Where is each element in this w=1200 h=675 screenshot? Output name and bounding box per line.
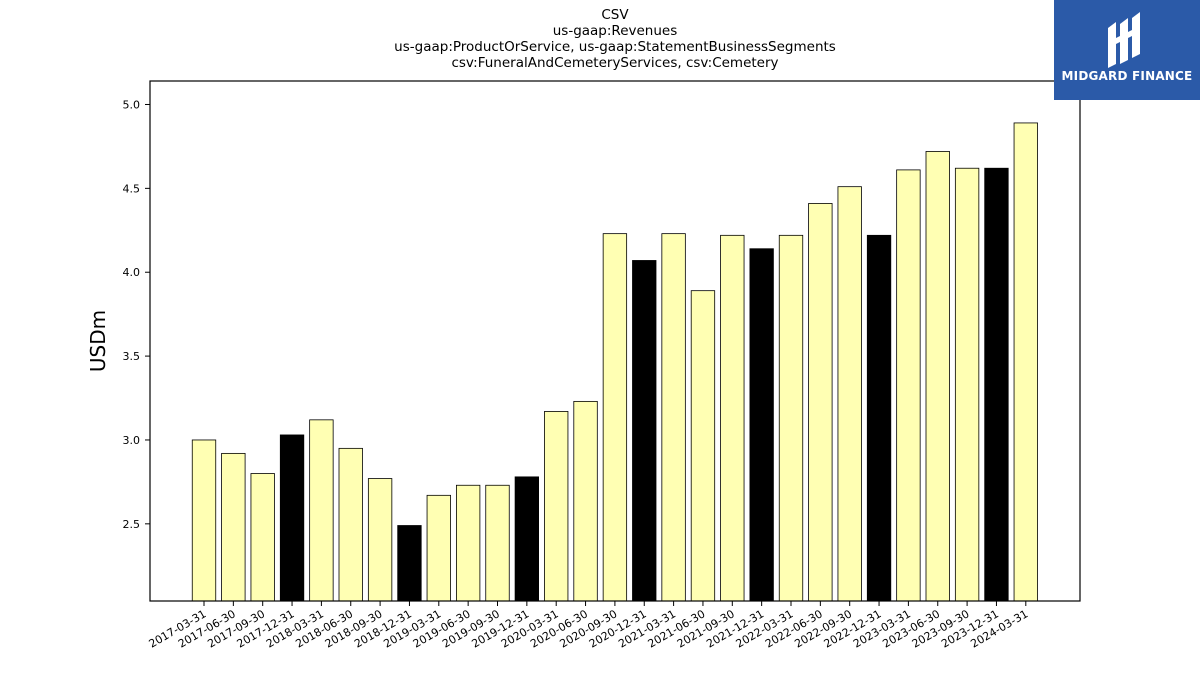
bar-2018-06-30	[338, 447, 363, 602]
bar-2022-06-30	[808, 203, 833, 602]
chart-title-line-3: us-gaap:ProductOrService, us-gaap:Statem…	[394, 39, 836, 55]
logo-mark-icon	[1108, 12, 1140, 68]
bar-2022-09-30	[837, 186, 862, 602]
chart-title-line-2: us-gaap:Revenues	[552, 23, 678, 39]
bar-2021-03-31	[661, 233, 686, 602]
bars-group	[191, 122, 1038, 602]
chart-title-line-4: csv:FuneralAndCemeteryServices, csv:Ceme…	[451, 55, 779, 71]
bar-2020-06-30	[573, 400, 598, 602]
bar-2020-09-30	[602, 233, 628, 602]
bar-2023-09-30	[954, 167, 980, 602]
y-axis-label: USDm	[86, 310, 110, 372]
y-tick-label: 3.0	[123, 434, 141, 447]
bar-2019-03-31	[426, 494, 451, 602]
bar-2021-09-30	[720, 234, 745, 602]
bar-2020-12-31	[632, 260, 657, 602]
logo-text: MIDGARD FINANCE	[1061, 69, 1193, 83]
bar-2018-12-31	[397, 525, 422, 602]
bar-2017-03-31	[191, 439, 217, 602]
y-axis: 2.5 3.0 3.5 4.0 4.5 5.0	[123, 98, 150, 531]
bar-2019-12-31	[514, 476, 539, 602]
bar-2024-03-31	[1013, 122, 1038, 602]
bar-2021-06-30	[690, 290, 716, 602]
bar-2017-12-31	[279, 434, 305, 602]
x-axis: 2017-03-312017-06-302017-09-302017-12-31…	[147, 601, 1030, 651]
bar-2021-12-31	[749, 248, 774, 602]
bar-2022-03-31	[778, 234, 804, 602]
bar-2023-06-30	[925, 151, 950, 602]
y-tick-label: 5.0	[123, 98, 141, 111]
bar-2018-09-30	[367, 478, 393, 602]
midgard-finance-logo: MIDGARD FINANCE	[1054, 0, 1200, 100]
y-tick-label: 2.5	[123, 518, 141, 531]
bar-2019-06-30	[455, 484, 481, 602]
bar-2022-12-31	[866, 234, 892, 602]
bar-2017-06-30	[221, 452, 246, 602]
bar-2019-09-30	[485, 484, 510, 602]
bar-2018-03-31	[309, 419, 334, 602]
y-tick-label: 3.5	[123, 350, 141, 363]
y-tick-label: 4.5	[123, 182, 141, 195]
bar-2020-03-31	[544, 411, 569, 602]
chart-title-line-1: CSV	[601, 7, 629, 23]
bar-2023-03-31	[896, 169, 921, 602]
bar-2017-09-30	[250, 473, 275, 602]
bar-2023-12-31	[984, 167, 1009, 602]
y-tick-label: 4.0	[123, 266, 141, 279]
